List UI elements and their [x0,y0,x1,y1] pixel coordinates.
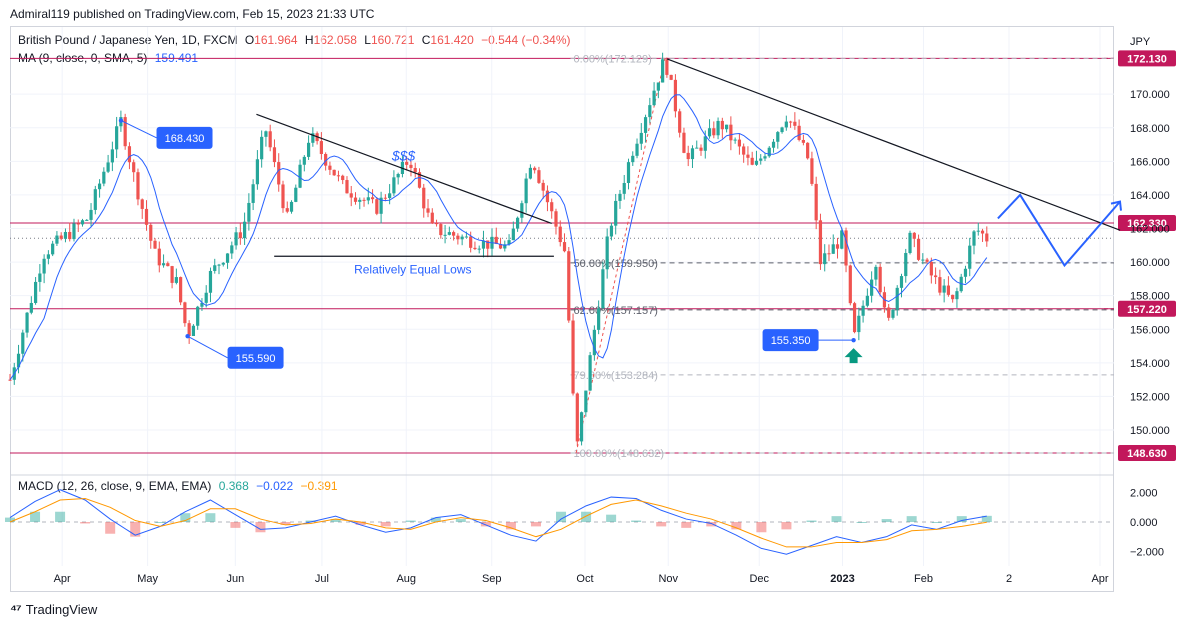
high-value: 162.058 [313,33,357,47]
price-level-badge [1118,214,1176,231]
price-level-label: 172.130 [1127,53,1167,65]
macd-label: MACD (12, 26, close, 9, EMA, EMA) [18,479,212,493]
symbol-name[interactable]: British Pound / Japanese Yen, 1D, FXCM [18,33,238,47]
open-value: 161.964 [254,33,298,47]
footer-brand[interactable]: TradingView [25,601,98,617]
macd-signal-value: −0.022 [256,479,294,493]
y-tick-label: 162.000 [1130,224,1170,236]
price-level-badge [1118,300,1176,317]
macd-tick-label: −2.000 [1130,546,1164,558]
y-tick-label: 154.000 [1130,358,1170,370]
y-tick-label: 156.000 [1130,324,1170,336]
macd-value: 0.368 [218,479,249,493]
high-label: H [304,33,314,47]
y-tick-label: 166.000 [1130,156,1170,168]
close-value: 161.420 [430,33,474,47]
y-tick-label: 160.000 [1130,257,1170,269]
price-level-badge [1118,445,1176,462]
y-tick-label: 164.000 [1130,190,1170,202]
price-axis: 150.000 152.000 154.000 156.000 158.000 160.0… [1130,36,1170,437]
open-label: O [244,33,255,47]
price-level-label: 157.220 [1127,304,1167,316]
close-label: C [421,33,431,47]
ma-value: 159.491 [154,51,199,65]
footer: ⁴⁷ TradingView [10,601,97,617]
macd-hist-value: −0.391 [300,479,338,493]
macd-legend[interactable]: MACD (12, 26, close, 9, EMA, EMA) 0.368 … [18,479,342,493]
change-value: −0.544 (−0.34%) [481,33,571,47]
price-level-badge [1118,50,1176,67]
y-tick-label: 170.000 [1130,89,1170,101]
y-tick-label: 152.000 [1130,391,1170,403]
low-value: 160.721 [370,33,415,47]
price-level-label: 162.330 [1127,218,1167,230]
tv-logo-icon: ⁴⁷ [10,601,22,617]
y-tick-label: 150.000 [1130,425,1170,437]
ma-legend[interactable]: MA (9, close, 0, SMA, 5) 159.491 [18,51,202,65]
ma-label: MA (9, close, 0, SMA, 5) [18,51,148,65]
symbol-legend: British Pound / Japanese Yen, 1D, FXCM O… [18,33,575,47]
macd-tick-label: 0.000 [1130,517,1158,529]
y-tick-label: 168.000 [1130,123,1170,135]
y-tick-label: 158.000 [1130,291,1170,303]
price-level-label: 148.630 [1127,448,1167,460]
y-axis-unit: JPY [1130,36,1151,48]
macd-tick-label: 2.000 [1130,488,1158,500]
chart-frame [10,26,1114,592]
low-label: L [364,33,371,47]
publisher-line: Admiral119 published on TradingView.com,… [10,7,375,21]
